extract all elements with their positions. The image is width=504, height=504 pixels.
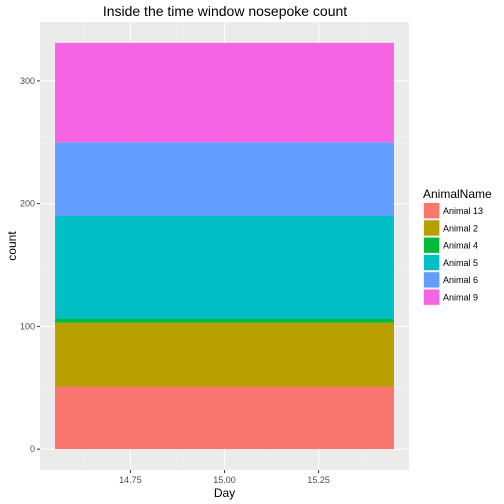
legend-swatch [424,272,440,288]
legend-label: Animal 9 [443,293,478,303]
legend-swatch [424,289,440,305]
legend-swatch [424,220,440,236]
legend-label: Animal 2 [443,223,478,233]
legend-item: Animal 2 [423,219,478,237]
legend-swatch [424,237,440,253]
bar-segment-animal-2 [55,322,394,387]
y-tick-label: 300 [20,76,35,86]
legend-label: Animal 5 [443,258,478,268]
legend: AnimalName Animal 13 Animal 2 Animal 4 Anim… [423,187,492,306]
legend-label: Animal 13 [443,206,483,216]
bar-segment-animal-5 [55,215,394,320]
legend-item: Animal 13 [423,202,483,220]
y-tick-label: 200 [20,199,35,209]
legend-item: Animal 6 [423,271,478,289]
legend-item: Animal 5 [423,253,478,272]
bar-segment-animal-13 [55,386,394,450]
x-axis: 14.75 15.00 15.25 [119,470,330,485]
legend-swatch [424,203,440,219]
legend-title: AnimalName [423,187,492,201]
bar-segment-animal-6 [55,142,394,216]
bars [55,42,394,450]
x-axis-title: Day [214,486,235,500]
y-tick-label: 100 [20,321,35,331]
chart-title: Inside the time window nosepoke count [103,3,347,19]
legend-swatch [424,254,440,271]
legend-item: Animal 9 [423,288,478,306]
bar-segment-animal-9 [55,42,394,143]
y-axis-title: count [5,231,19,261]
legend-label: Animal 6 [443,275,478,285]
legend-item: Animal 4 [423,236,478,254]
legend-label: Animal 4 [443,241,478,251]
y-tick-label: 0 [30,444,35,454]
y-axis: 0 100 200 300 [20,76,40,454]
bar-segment-animal-4 [55,319,394,323]
x-tick-label: 15.25 [307,475,330,485]
x-tick-label: 15.00 [213,475,236,485]
x-tick-label: 14.75 [119,475,142,485]
